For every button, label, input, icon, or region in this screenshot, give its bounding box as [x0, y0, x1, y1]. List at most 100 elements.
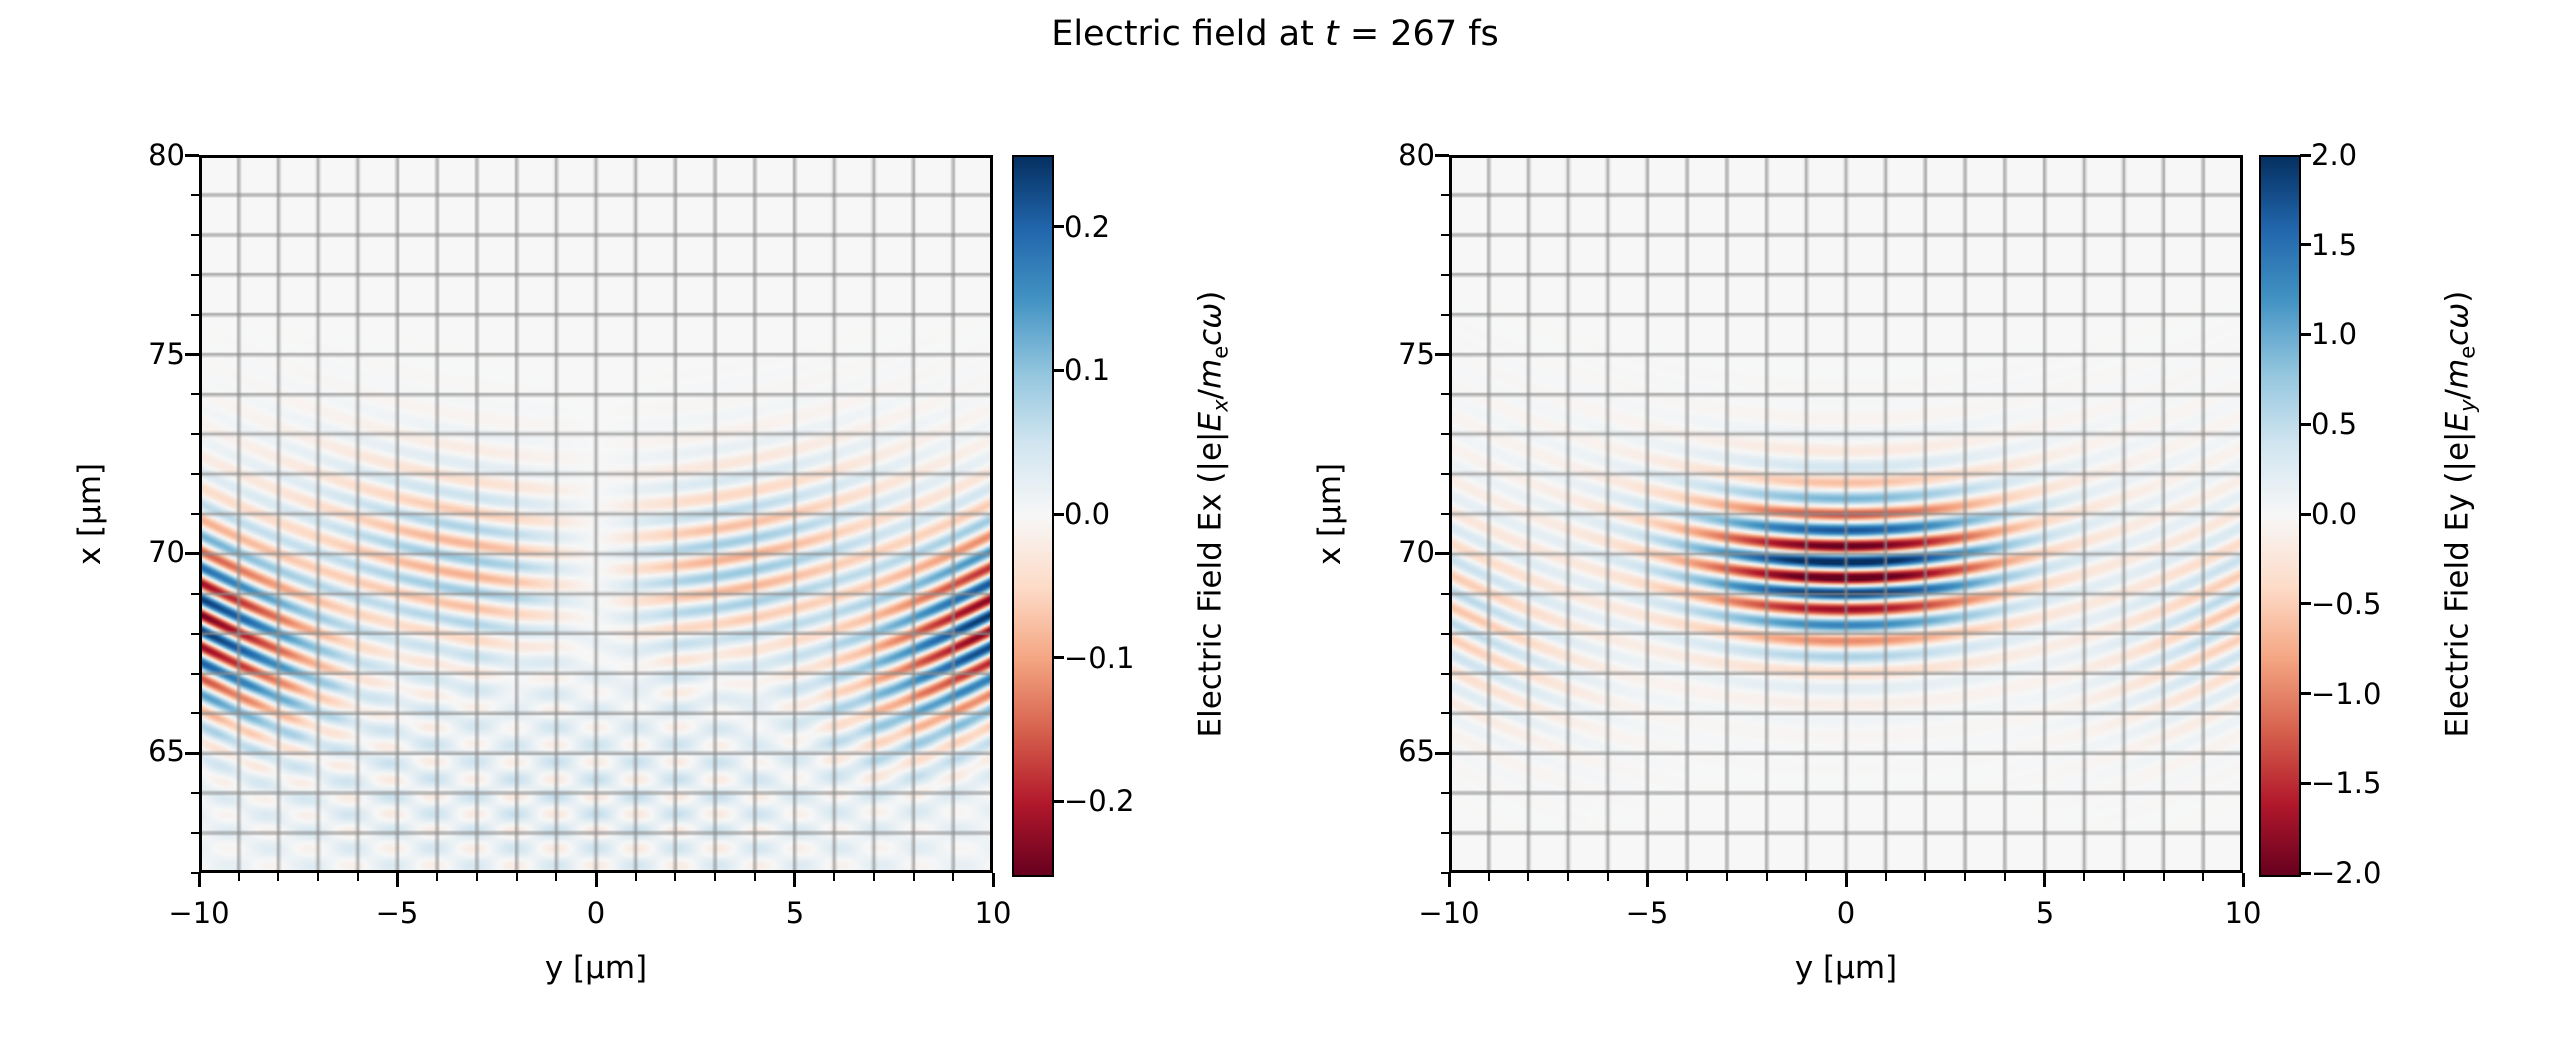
ey-x-tick-label: −10 [1418, 896, 1480, 930]
colorbar-tick [2299, 692, 2311, 695]
major-x-tick [1447, 873, 1451, 887]
colorbar-tick [1052, 368, 1064, 372]
minor-y-tick [191, 233, 199, 236]
ex-y-tick-label: 80 [148, 138, 185, 172]
ey-colorbar-tick-label: −0.5 [2311, 587, 2382, 621]
figure-title-prefix: Electric field at [1051, 14, 1325, 54]
major-x-tick [991, 873, 995, 887]
minor-y-tick [191, 672, 199, 675]
colorbar-tick [2299, 243, 2311, 247]
major-x-tick [2043, 873, 2046, 887]
minor-y-tick [1441, 672, 1449, 675]
minor-y-tick [191, 313, 199, 316]
minor-x-tick [1527, 873, 1530, 881]
ex-x-tick-label: −5 [375, 896, 419, 930]
minor-x-tick [833, 873, 836, 881]
ey-y-axis-label: x [μm] [1302, 155, 1358, 873]
minor-x-tick [952, 873, 955, 881]
colorbar-tick [2299, 422, 2311, 426]
ex-x-tick-label: −10 [168, 896, 230, 930]
ey-colorbar-tick-label: −2.0 [2311, 856, 2382, 890]
minor-y-tick [1441, 393, 1449, 396]
colorbar-tick [2299, 602, 2311, 606]
minor-y-tick [191, 832, 199, 835]
minor-y-tick [1441, 313, 1449, 316]
major-x-tick [1844, 873, 1848, 887]
major-x-tick [197, 873, 201, 887]
minor-x-tick [674, 873, 677, 881]
minor-y-tick [1441, 193, 1449, 196]
colorbar-tick [1052, 799, 1064, 803]
minor-x-tick [1686, 873, 1689, 881]
ex-colorbar-label-text: Electric Field Ex (|e|Ex/mecω) [1191, 290, 1233, 738]
minor-x-tick [1924, 873, 1927, 881]
major-y-tick [185, 552, 199, 556]
minor-x-tick [277, 873, 280, 881]
minor-x-tick [753, 873, 756, 881]
minor-y-tick [1441, 632, 1449, 635]
minor-x-tick [1884, 873, 1887, 881]
major-x-tick [396, 873, 399, 887]
minor-x-tick [634, 873, 637, 881]
minor-y-tick [1441, 592, 1449, 595]
ey-colorbar-tick-label: 1.0 [2311, 317, 2358, 351]
colorbar-tick [2299, 153, 2311, 157]
major-y-tick [185, 751, 199, 755]
minor-x-tick [1964, 873, 1967, 881]
colorbar-tick [2299, 781, 2311, 785]
figure-title-suffix: = 267 fs [1338, 14, 1499, 54]
ex-x-tick-label: 10 [974, 896, 1012, 930]
ey-colorbar-tick-label: 0.0 [2311, 497, 2358, 531]
minor-y-tick [191, 433, 199, 436]
ex-heatmap-canvas [199, 155, 993, 873]
ey-colorbar-tick-label: 1.5 [2311, 228, 2358, 262]
colorbar-tick [1052, 656, 1064, 660]
ex-y-tick-label: 75 [148, 337, 185, 371]
minor-y-tick [191, 513, 199, 515]
ex-colorbar-tick-label: 0.1 [1064, 353, 1111, 387]
minor-x-tick [2202, 873, 2205, 881]
minor-y-tick [191, 473, 199, 476]
ey-colorbar-tick-label: −1.5 [2311, 766, 2382, 800]
minor-x-tick [714, 873, 717, 881]
major-y-tick [1435, 153, 1449, 157]
ey-heatmap-canvas [1449, 155, 2243, 873]
ex-y-tick-label: 65 [148, 734, 185, 768]
ey-colorbar [2259, 155, 2301, 877]
ey-x-tick-label: 5 [2035, 896, 2055, 930]
ey-y-tick-label: 75 [1398, 337, 1435, 371]
major-x-tick [2241, 873, 2245, 887]
ex-y-tick-label: 70 [148, 535, 185, 569]
colorbar-tick [2299, 871, 2311, 875]
ey-y-tick-label: 80 [1398, 138, 1435, 172]
minor-y-tick [191, 632, 199, 635]
major-y-tick [1435, 751, 1449, 755]
minor-x-tick [1725, 873, 1728, 881]
minor-y-tick [191, 273, 199, 276]
minor-y-tick [191, 872, 199, 874]
minor-x-tick [237, 873, 240, 881]
colorbar-tick [2299, 333, 2311, 336]
ex-colorbar-tick-label: 0.0 [1064, 497, 1111, 531]
colorbar-tick [1052, 512, 1064, 516]
ey-y-axis-label-text: x [μm] [1312, 462, 1348, 566]
minor-x-tick [2122, 873, 2125, 881]
colorbar-tick [1052, 225, 1064, 229]
minor-y-tick [191, 592, 199, 595]
major-y-tick [185, 352, 199, 356]
figure-title-t-symbol: t [1324, 14, 1339, 54]
ey-colorbar-tick-label: 2.0 [2311, 138, 2358, 172]
ey-colorbar-tick-label: 0.5 [2311, 407, 2358, 441]
minor-x-tick [1765, 873, 1768, 881]
minor-x-tick [912, 873, 915, 881]
ey-colorbar-tick-label: −1.0 [2311, 677, 2382, 711]
minor-y-tick [191, 712, 199, 715]
minor-x-tick [515, 873, 518, 881]
minor-x-tick [356, 873, 359, 881]
ex-colorbar-tick-label: −0.2 [1064, 784, 1135, 818]
major-y-tick [1435, 552, 1449, 556]
minor-x-tick [436, 873, 439, 881]
ex-x-tick-label: 0 [586, 896, 606, 930]
figure-title: Electric field at t = 267 fs [0, 14, 2550, 54]
